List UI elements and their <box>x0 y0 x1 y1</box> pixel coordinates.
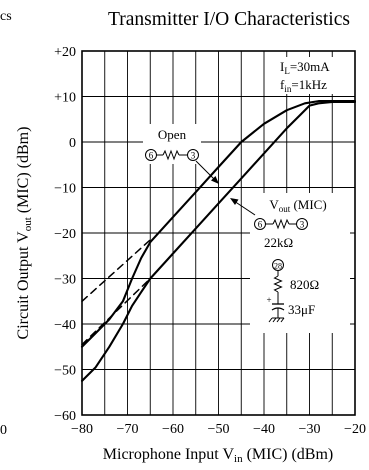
series-group <box>80 100 357 382</box>
open-pointer-arrow <box>195 160 219 184</box>
condition-frequency: fin=1kHz <box>280 77 327 94</box>
vout-annotation-bg <box>250 193 350 333</box>
y-axis-title-sub: out <box>22 217 34 231</box>
vout-bias-network: 28 + <box>266 259 285 323</box>
y-tick-label: −50 <box>54 364 76 379</box>
x-tick-label: −40 <box>253 422 275 437</box>
y-axis-title-main: Circuit Output V <box>15 231 32 340</box>
x-axis-title-tail: (MIC) (dBm) <box>243 446 334 463</box>
vout-pin-3: 3 <box>300 220 305 230</box>
y-tick-label: −60 <box>54 409 76 424</box>
vout-pin-6: 6 <box>258 220 263 230</box>
y-tick-label: −40 <box>54 318 76 333</box>
axis-ticks: −80 −70 −60 −50 −40 −30 −20 +20 +10 0 −10 −20 −30 −40… <box>54 45 366 437</box>
y-tick-label: +10 <box>54 91 76 106</box>
vout-resistor2-icon <box>273 275 283 293</box>
y-tick-label: 0 <box>69 136 76 151</box>
x-tick-label: −50 <box>208 422 230 437</box>
y-axis-title: Circuit Output Vout (MIC) (dBm) <box>15 127 34 340</box>
open-resistor-icon <box>162 149 180 161</box>
open-pin-3: 3 <box>191 151 196 161</box>
x-tick-label: −20 <box>344 422 366 437</box>
x-tick-label: −30 <box>299 422 321 437</box>
chart-title: Transmitter I/O Characteristics <box>108 9 350 30</box>
vout-resistor-icon <box>272 218 290 230</box>
vout-capacitor-value: 33μF <box>288 302 315 317</box>
x-axis-title-main: Microphone Input V <box>103 446 235 463</box>
series-line-1 <box>80 100 357 348</box>
vout-pointer-arrow <box>230 198 256 216</box>
y-tick-label: −30 <box>54 273 76 288</box>
conditions-box <box>266 57 346 94</box>
vout-resistor-value: 22kΩ <box>264 235 293 250</box>
y-tick-label: −20 <box>54 227 76 242</box>
y-axis-title-tail: (MIC) (dBm) <box>15 127 32 218</box>
x-axis-title: Microphone Input Vin (MIC) (dBm) <box>103 446 333 465</box>
x-axis-title-sub: in <box>234 453 243 465</box>
capacitor-polarity: + <box>266 295 271 305</box>
vout-resistor2-value: 820Ω <box>290 277 319 292</box>
plot-frame <box>81 50 356 416</box>
open-circuit-symbol: 6 3 <box>145 149 199 161</box>
left-edge-text-top: cs <box>0 9 12 24</box>
x-tick-label: −70 <box>117 422 139 437</box>
left-edge-text-bottom: 0 <box>0 423 7 438</box>
x-tick-label: −80 <box>71 422 93 437</box>
vout-label: Vout (MIC) <box>269 197 326 214</box>
condition-current: IL=30mA <box>280 59 330 76</box>
y-tick-label: +20 <box>54 45 76 60</box>
vout-circuit-symbol: 6 3 <box>254 218 308 230</box>
dashed-series-line-3 <box>81 239 152 303</box>
open-pin-6: 6 <box>149 151 154 161</box>
dashed-series-line-4 <box>81 277 152 346</box>
series-line-2 <box>80 100 357 382</box>
vout-pin-28: 28 <box>274 262 282 271</box>
y-tick-label: −10 <box>54 182 76 197</box>
x-tick-label: −60 <box>162 422 184 437</box>
open-label: Open <box>158 127 187 142</box>
